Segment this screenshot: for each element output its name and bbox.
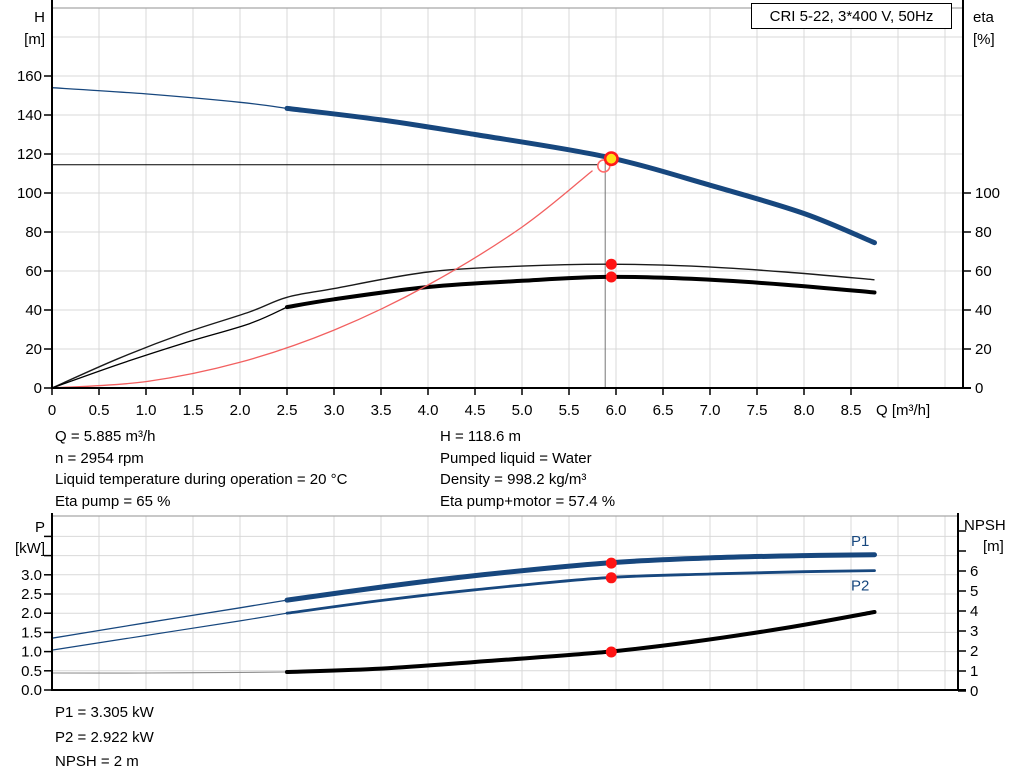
axis-text: 6 [970,563,978,580]
axis-text: 0.0 [21,682,42,699]
axis-text: 0.5 [89,402,110,419]
axis-text: 6.0 [606,402,627,419]
eta-pump-motor-curve [285,274,877,310]
axis-text: 1.5 [183,402,204,419]
annotation-npsh: NPSH = 2 m [55,753,139,771]
axis-text: 160 [17,68,42,85]
annotation-speed: n = 2954 rpm [55,449,144,467]
p1-curve [284,552,877,603]
eta-pump-curve [51,263,875,389]
axis-text: [%] [973,31,995,48]
p2-point [605,572,617,584]
axis-text: eta [973,9,995,26]
axis-text: 20 [975,341,992,358]
axis-text: [m] [983,538,1004,555]
axis-text: 3 [970,623,978,640]
axis-text: 2.0 [21,605,42,622]
npsh-curve [285,610,877,674]
npsh-point [605,646,617,658]
axis-text: 2.5 [21,586,42,603]
axis-text: 8.5 [841,402,862,419]
axis-text: [kW] [15,540,45,557]
power-npsh-chart: 0.0 0.5 1.0 1.5 2.0 2.5 3.0 0 1 2 3 4 5 6 P [kW] NPSH [m]… [15,513,1006,700]
axis-text: 3.0 [21,567,42,584]
axis-text: 5 [970,583,978,600]
eta-pump-motor-point [605,271,617,283]
axis-text: 0 [48,402,56,419]
axis-text: 100 [17,185,42,202]
axis-text: 5.0 [512,402,533,419]
npsh-curve-thin [51,671,288,674]
axis-text: 3.5 [371,402,392,419]
axis-text: P [35,519,45,536]
pump-model-label: CRI 5-22, 3*400 V, 50Hz [769,7,934,25]
axis-text: 4 [970,603,978,620]
axis-text: 5.5 [559,402,580,419]
axis-text: 1.5 [21,624,42,641]
axis-text: 2.5 [277,402,298,419]
axis-text: 2 [970,643,978,660]
axis-text: 1.0 [136,402,157,419]
axis-text: 0.5 [21,663,42,680]
annotation-density: Density = 998.2 kg/m³ [440,471,587,488]
axis-text: 4.0 [418,402,439,419]
axis-text: 40 [25,302,42,319]
annotation-liquid-temperature: Liquid temperature during operation = 20… [55,471,348,488]
annotation-p2: P2 = 2.922 kW [55,728,154,746]
axis-text: 140 [17,107,42,124]
axis-text: 60 [975,263,992,280]
annotation-p1: P1 = 3.305 kW [55,704,154,721]
axis-text: 100 [975,185,1000,202]
duty-annotations-right: H = 118.6 m Pumped liquid = Water Densit… [440,426,615,512]
axis-text: 2.0 [230,402,251,419]
axis-text: 40 [975,302,992,319]
p1-point [605,557,617,569]
annotation-eta-pump-motor: Eta pump+motor = 57.4 % [440,492,616,510]
axis-text: 1.0 [21,644,42,661]
duty-actual-point [603,151,619,167]
axis-text: 1 [970,663,978,680]
annotation-pumped-liquid: Pumped liquid = Water [440,449,592,467]
axis-text: NPSH [964,517,1006,534]
p1-curve-thin [51,599,288,639]
eta-pump-point [605,258,617,270]
power-annotations: P1 = 3.305 kW P2 = 2.922 kW NPSH = 2 m [55,701,154,775]
p2-curve-thin [51,612,288,651]
axis-text: 0 [34,380,42,397]
axis-text: 3.0 [324,402,345,419]
axis-text: 8.0 [794,402,815,419]
eta-pump-motor-curve-thin [51,306,288,389]
axis-text: 120 [17,146,42,163]
pump-model-box: CRI 5-22, 3*400 V, 50Hz [751,3,952,29]
annotation-head: H = 118.6 m [440,428,522,445]
qh-eta-chart: 0 20 40 60 80 100 120 140 160 0 20 40 60 80 100 0 0.5 1.0… [17,0,1000,419]
axis-text: 6.5 [653,402,674,419]
axis-text: 4.5 [465,402,486,419]
axis-text: 0 [970,683,978,700]
axis-text: [m] [24,31,45,48]
axis-text: 80 [975,224,992,241]
annotation-flow: Q = 5.885 m³/h [55,428,156,445]
duty-annotations-left: Q = 5.885 m³/h n = 2954 rpm Liquid tempe… [55,426,347,512]
axis-text: 7.5 [747,402,768,419]
axis-text: 7.0 [700,402,721,419]
axis-text: 80 [25,224,42,241]
axis-text: H [34,9,45,26]
axis-text: P1 [851,533,869,550]
axis-text: 0 [975,380,983,397]
annotation-eta-pump: Eta pump = 65 % [55,492,171,510]
head-curve-thin [51,87,288,110]
head-curve [284,105,877,246]
p2-curve [285,569,876,615]
axis-text: 20 [25,341,42,358]
axis-text: 60 [25,263,42,280]
axis-text: Q [m³/h] [876,402,930,419]
system-curve [51,170,593,389]
duty-annotations: Q = 5.885 m³/h n = 2954 rpm Liquid tempe… [0,426,1024,518]
axis-text: P2 [851,578,869,595]
